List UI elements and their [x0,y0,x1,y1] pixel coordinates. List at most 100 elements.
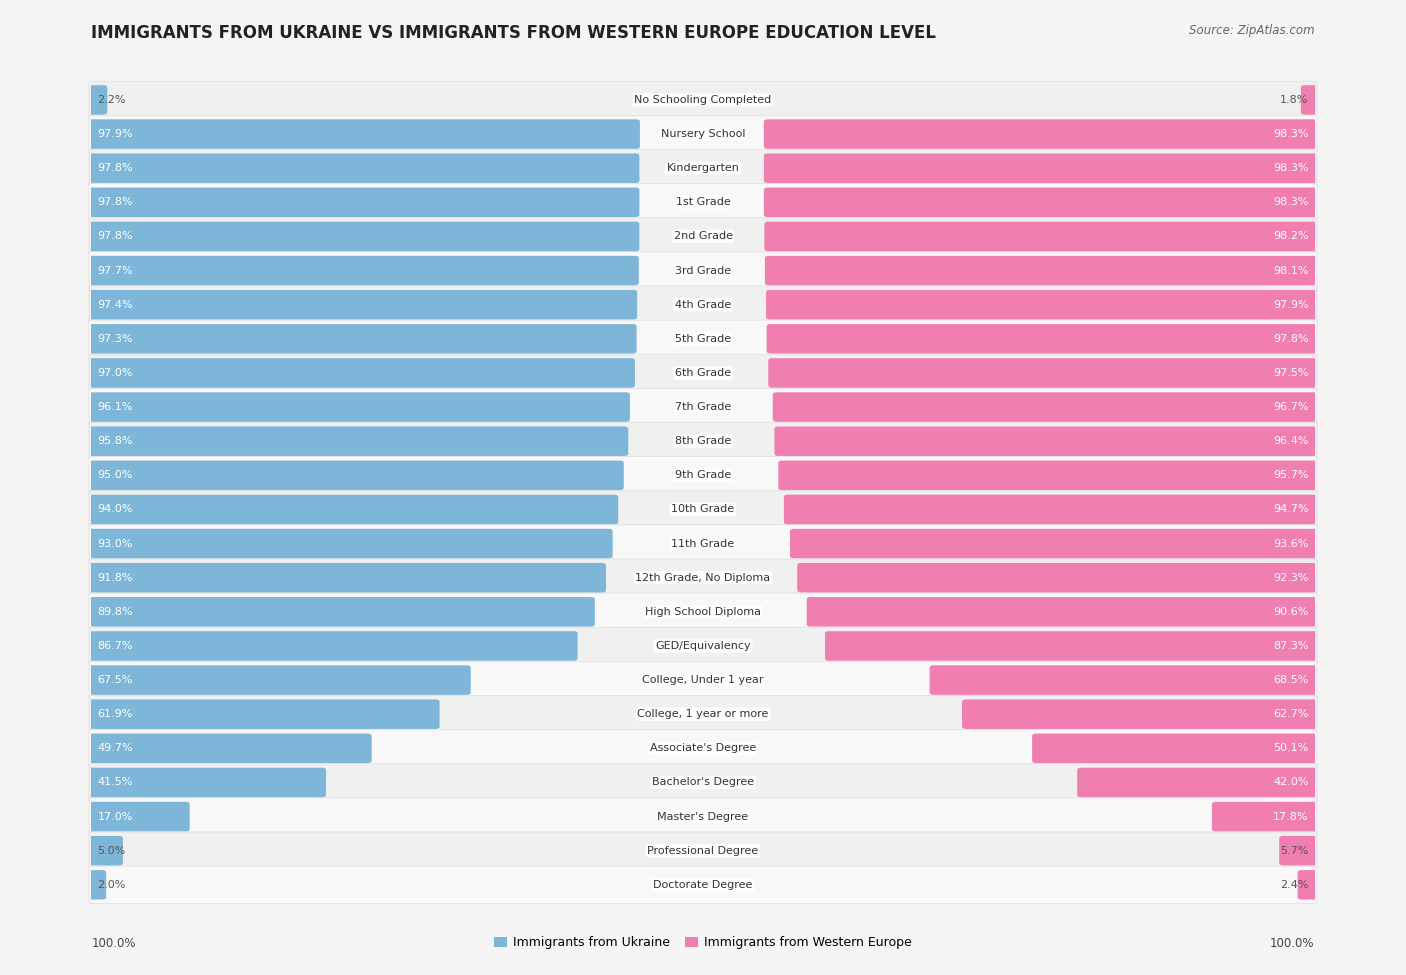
FancyBboxPatch shape [87,733,371,763]
FancyBboxPatch shape [1032,733,1319,763]
FancyBboxPatch shape [825,631,1319,661]
FancyBboxPatch shape [807,597,1319,627]
FancyBboxPatch shape [89,593,1317,631]
FancyBboxPatch shape [89,81,1317,119]
FancyBboxPatch shape [89,456,1317,494]
FancyBboxPatch shape [89,695,1317,733]
Text: 5th Grade: 5th Grade [675,333,731,344]
FancyBboxPatch shape [89,115,1317,153]
Text: Doctorate Degree: Doctorate Degree [654,879,752,890]
FancyBboxPatch shape [89,354,1317,392]
Text: 90.6%: 90.6% [1272,606,1309,617]
Text: 97.8%: 97.8% [97,163,134,174]
FancyBboxPatch shape [87,255,638,286]
Text: 97.8%: 97.8% [1272,333,1309,344]
Text: GED/Equivalency: GED/Equivalency [655,641,751,651]
FancyBboxPatch shape [89,388,1317,426]
FancyBboxPatch shape [87,426,628,456]
Text: Bachelor's Degree: Bachelor's Degree [652,777,754,788]
FancyBboxPatch shape [89,832,1317,870]
FancyBboxPatch shape [1301,85,1319,115]
Text: 92.3%: 92.3% [1272,572,1309,583]
Text: 50.1%: 50.1% [1274,743,1309,754]
Text: No Schooling Completed: No Schooling Completed [634,95,772,105]
FancyBboxPatch shape [87,699,440,729]
Text: College, 1 year or more: College, 1 year or more [637,709,769,720]
Text: 97.9%: 97.9% [1272,299,1309,310]
Text: 42.0%: 42.0% [1272,777,1309,788]
FancyBboxPatch shape [89,798,1317,836]
Text: 49.7%: 49.7% [97,743,134,754]
FancyBboxPatch shape [89,627,1317,665]
Text: 97.9%: 97.9% [97,129,134,139]
FancyBboxPatch shape [1279,836,1319,866]
FancyBboxPatch shape [797,563,1319,593]
Text: 94.7%: 94.7% [1272,504,1309,515]
FancyBboxPatch shape [790,528,1319,559]
Text: 94.0%: 94.0% [97,504,134,515]
Text: Associate's Degree: Associate's Degree [650,743,756,754]
FancyBboxPatch shape [89,183,1317,221]
FancyBboxPatch shape [89,490,1317,528]
Text: 96.1%: 96.1% [97,402,134,412]
FancyBboxPatch shape [775,426,1319,456]
Text: 86.7%: 86.7% [97,641,134,651]
FancyBboxPatch shape [87,460,624,490]
Text: 100.0%: 100.0% [1270,937,1315,951]
Text: 62.7%: 62.7% [1272,709,1309,720]
Text: Master's Degree: Master's Degree [658,811,748,822]
Text: 1.8%: 1.8% [1279,95,1309,105]
Text: 89.8%: 89.8% [97,606,134,617]
Text: 91.8%: 91.8% [97,572,134,583]
FancyBboxPatch shape [87,392,630,422]
FancyBboxPatch shape [89,525,1317,563]
Text: 98.3%: 98.3% [1272,129,1309,139]
Text: 97.8%: 97.8% [97,197,134,208]
Text: 17.0%: 17.0% [97,811,134,822]
FancyBboxPatch shape [87,290,637,320]
FancyBboxPatch shape [87,665,471,695]
Text: Kindergarten: Kindergarten [666,163,740,174]
FancyBboxPatch shape [89,763,1317,801]
FancyBboxPatch shape [1077,767,1319,798]
Text: 2.2%: 2.2% [97,95,127,105]
FancyBboxPatch shape [87,153,640,183]
Text: 98.3%: 98.3% [1272,163,1309,174]
Text: High School Diploma: High School Diploma [645,606,761,617]
Text: 97.0%: 97.0% [97,368,134,378]
FancyBboxPatch shape [87,85,107,115]
FancyBboxPatch shape [89,559,1317,597]
FancyBboxPatch shape [766,324,1319,354]
FancyBboxPatch shape [87,528,613,559]
Text: College, Under 1 year: College, Under 1 year [643,675,763,685]
FancyBboxPatch shape [89,661,1317,699]
FancyBboxPatch shape [765,221,1319,252]
Text: 95.0%: 95.0% [97,470,134,481]
FancyBboxPatch shape [929,665,1319,695]
FancyBboxPatch shape [87,221,640,252]
Text: 97.7%: 97.7% [97,265,134,276]
FancyBboxPatch shape [768,358,1319,388]
Text: Professional Degree: Professional Degree [647,845,759,856]
FancyBboxPatch shape [87,836,122,866]
FancyBboxPatch shape [773,392,1319,422]
FancyBboxPatch shape [766,290,1319,320]
Text: 95.8%: 95.8% [97,436,134,447]
FancyBboxPatch shape [785,494,1319,525]
Text: 98.3%: 98.3% [1272,197,1309,208]
Text: 1st Grade: 1st Grade [676,197,730,208]
FancyBboxPatch shape [779,460,1319,490]
FancyBboxPatch shape [765,255,1319,286]
FancyBboxPatch shape [87,324,637,354]
FancyBboxPatch shape [962,699,1319,729]
FancyBboxPatch shape [87,767,326,798]
Text: 9th Grade: 9th Grade [675,470,731,481]
Text: 2nd Grade: 2nd Grade [673,231,733,242]
FancyBboxPatch shape [763,153,1319,183]
Text: 97.8%: 97.8% [97,231,134,242]
Text: 17.8%: 17.8% [1272,811,1309,822]
Text: 5.7%: 5.7% [1279,845,1309,856]
Text: 2.0%: 2.0% [97,879,127,890]
FancyBboxPatch shape [87,119,640,149]
Text: 98.2%: 98.2% [1272,231,1309,242]
